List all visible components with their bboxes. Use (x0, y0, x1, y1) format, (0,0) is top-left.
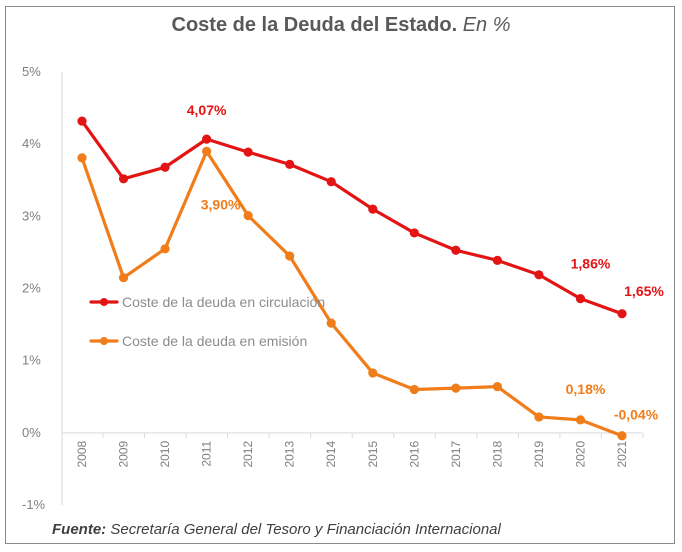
axes: 5% 4% 3% 2% 1% 0% -1% 2008 2009 2010 2011 2012 2013 2… (22, 64, 644, 512)
chart-title-unit: En % (462, 14, 511, 36)
data-point (202, 146, 212, 156)
y-tick-label: 5% (22, 64, 41, 79)
x-tick-label: 2008 (75, 441, 89, 468)
x-tick-label: 2016 (407, 441, 421, 468)
source-note: Fuente: Secretaría General del Tesoro y … (52, 521, 501, 538)
data-point (326, 318, 336, 328)
x-tick-label: 2014 (324, 441, 338, 468)
data-label: -0,04% (614, 407, 659, 423)
y-tick-label: 4% (22, 136, 41, 151)
data-point (492, 382, 502, 392)
data-point (575, 294, 586, 304)
x-tick-label: 2012 (241, 441, 255, 468)
data-point (118, 273, 129, 283)
y-tick-label: 0% (22, 425, 41, 440)
chart-title-main: Coste de la Deuda del Estado. (171, 14, 458, 36)
data-point (77, 116, 87, 126)
series-layer (77, 116, 627, 441)
x-tick-label: 2013 (283, 441, 297, 468)
legend-label: Coste de la deuda en circulación (122, 294, 325, 310)
data-point (160, 244, 170, 254)
x-tick-label: 2017 (449, 441, 463, 468)
series-line-1 (80, 119, 624, 316)
legend-swatch-marker (100, 337, 108, 345)
data-point (368, 368, 378, 378)
data-point (451, 245, 461, 255)
data-point (326, 177, 336, 187)
y-tick-label: 3% (22, 208, 41, 223)
x-tick-label: 2009 (117, 441, 131, 468)
legend-swatch-marker (100, 298, 108, 306)
source-label: Fuente: (52, 521, 107, 538)
data-label: 1,65% (624, 283, 664, 299)
y-tick-label: 2% (22, 281, 41, 296)
data-label: 4,07% (187, 102, 227, 118)
data-point (617, 431, 627, 441)
data-point (243, 211, 253, 221)
x-tick-label: 2011 (200, 441, 214, 467)
source-text: Secretaría General del Tesoro y Financia… (110, 521, 501, 538)
data-point (285, 159, 295, 169)
y-tick-label: 1% (22, 353, 41, 368)
y-tick-label: -1% (22, 497, 46, 512)
data-point (534, 270, 544, 280)
legend-label: Coste de la deuda en emisión (122, 333, 307, 349)
x-tick-label: 2021 (615, 441, 629, 468)
x-tick-label: 2020 (573, 441, 587, 468)
data-point (617, 309, 627, 319)
data-point (451, 383, 461, 393)
data-label: 3,90% (201, 196, 241, 212)
data-point (368, 204, 378, 214)
data-point (534, 412, 544, 422)
chart-title: Coste de la Deuda del Estado. En % (0, 14, 682, 37)
data-point (160, 162, 170, 172)
legend: Coste de la deuda en circulación Coste de… (89, 294, 325, 349)
data-point (243, 147, 253, 157)
x-tick-label: 2019 (532, 441, 546, 468)
data-point (575, 415, 586, 425)
data-labels: 4,07% 3,90% 1,86% 1,65% 0,18% -0,04% (187, 102, 665, 423)
x-tick-label: 2010 (158, 441, 172, 468)
data-label: 0,18% (566, 381, 606, 397)
x-tick-label: 2015 (366, 441, 380, 468)
series-line-2 (80, 149, 624, 438)
data-point (285, 251, 295, 261)
data-label: 1,86% (571, 256, 611, 272)
data-point (118, 174, 129, 184)
chart-frame (5, 6, 675, 544)
x-tick-label: 2018 (490, 441, 504, 468)
data-point (409, 384, 419, 395)
data-point (492, 255, 502, 265)
data-point (202, 134, 212, 144)
data-point (409, 228, 419, 238)
data-point (77, 153, 87, 163)
